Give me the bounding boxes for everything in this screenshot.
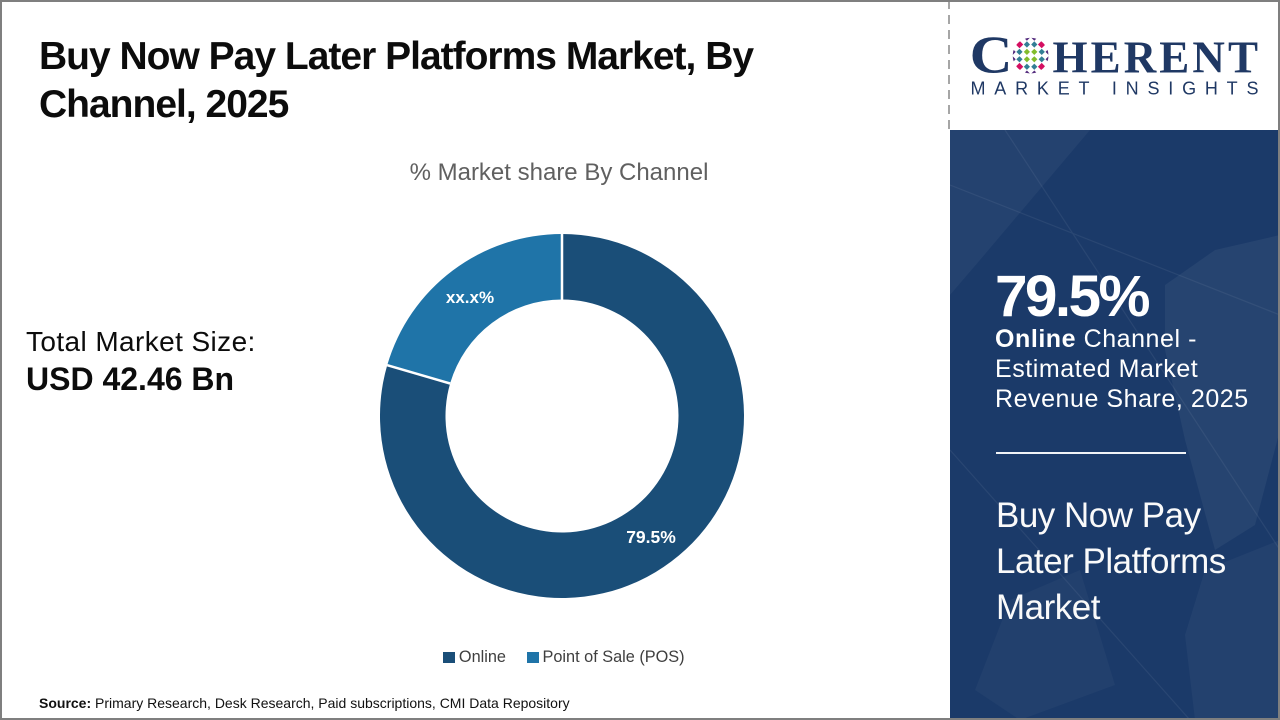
svg-text:79.5%: 79.5% xyxy=(626,527,676,547)
svg-text:C: C xyxy=(970,26,1013,84)
svg-text:MARKET INSIGHTS: MARKET INSIGHTS xyxy=(971,79,1259,99)
svg-text:xx.x%: xx.x% xyxy=(446,288,494,307)
svg-text:HERENT: HERENT xyxy=(1053,32,1259,82)
